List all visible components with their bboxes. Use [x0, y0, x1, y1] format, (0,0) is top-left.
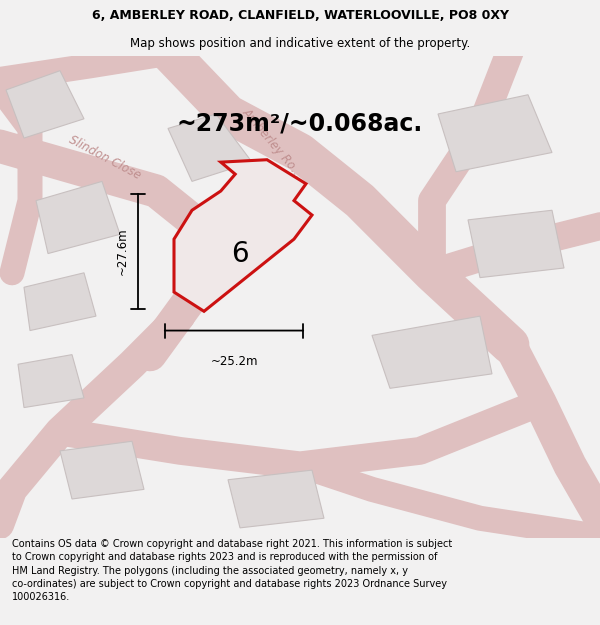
Text: Contains OS data © Crown copyright and database right 2021. This information is : Contains OS data © Crown copyright and d… [12, 539, 452, 602]
Text: 6, AMBERLEY ROAD, CLANFIELD, WATERLOOVILLE, PO8 0XY: 6, AMBERLEY ROAD, CLANFIELD, WATERLOOVIL… [91, 9, 509, 22]
Text: Slindon Close: Slindon Close [67, 133, 143, 182]
Polygon shape [468, 210, 564, 278]
Text: ~273m²/~0.068ac.: ~273m²/~0.068ac. [177, 112, 423, 136]
Polygon shape [24, 272, 96, 331]
Polygon shape [228, 470, 324, 528]
Text: ~25.2m: ~25.2m [210, 354, 258, 367]
Polygon shape [36, 181, 120, 254]
Polygon shape [372, 316, 492, 388]
Text: Amberley Ro...: Amberley Ro... [240, 106, 306, 181]
Polygon shape [60, 441, 144, 499]
Polygon shape [168, 114, 252, 181]
Polygon shape [174, 160, 312, 311]
Polygon shape [6, 71, 84, 138]
Text: ~27.6m: ~27.6m [116, 228, 129, 275]
Polygon shape [18, 354, 84, 408]
Text: 6: 6 [231, 239, 249, 268]
Text: Map shows position and indicative extent of the property.: Map shows position and indicative extent… [130, 38, 470, 51]
Polygon shape [438, 95, 552, 172]
